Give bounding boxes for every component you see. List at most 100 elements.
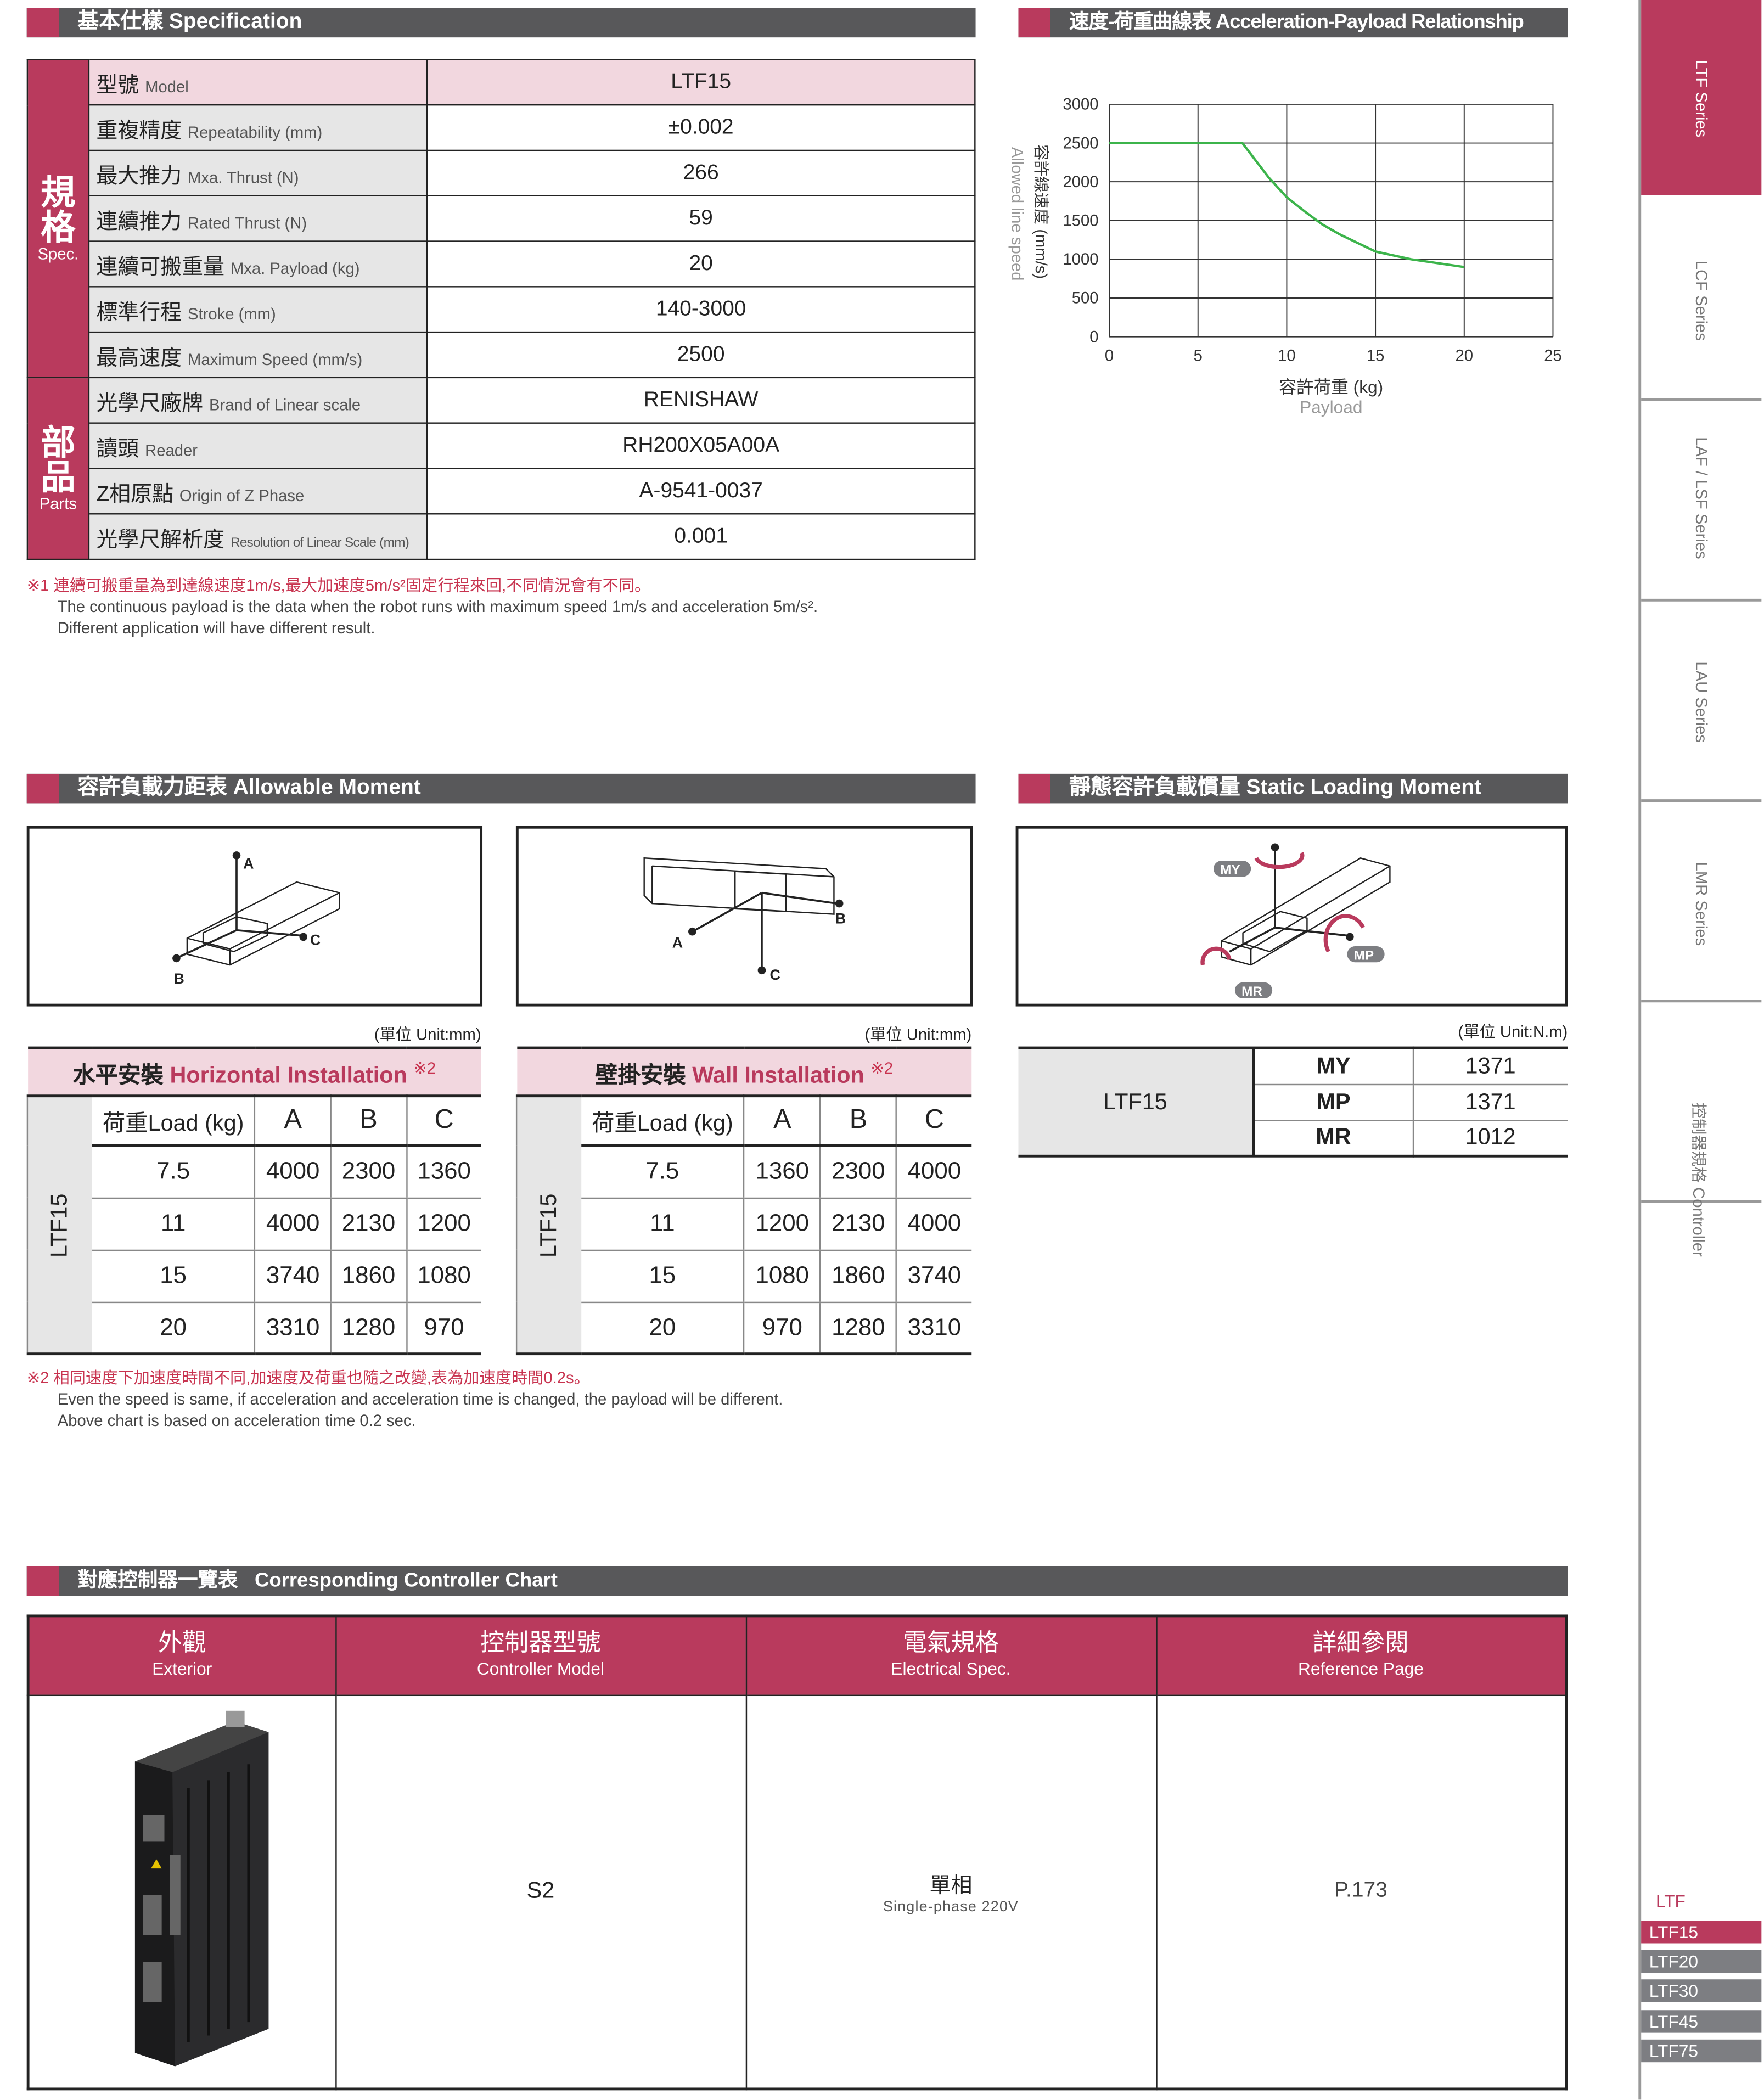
table-cell: 15 <box>92 1249 255 1302</box>
table-cell: 15 <box>581 1249 744 1302</box>
table-cell: 20 <box>581 1301 744 1356</box>
model-tab[interactable]: LTF20 <box>1641 1950 1762 1973</box>
y-tick-label: 3000 <box>1063 96 1099 114</box>
table-cell: 2130 <box>330 1197 407 1250</box>
spec-value: RENISHAW <box>426 377 976 424</box>
spec-row: 最高速度 Maximum Speed (mm/s) 2500 <box>27 331 976 379</box>
spec-label: Z相原點 Origin of Z Phase <box>88 468 428 515</box>
spec-table: 規格 Spec. 型號 Model LTF15 重複精度 Repeatability (… <box>26 59 976 560</box>
table-cell: 1080 <box>406 1249 481 1302</box>
controller-image-cell <box>27 1694 336 2090</box>
model-tab[interactable]: LTF30 <box>1641 1980 1762 2003</box>
model-cell: LTF15 <box>26 1096 92 1356</box>
mp-label: MP <box>1354 948 1374 963</box>
axis-b-label: B <box>174 970 184 987</box>
series-label: LTF <box>1655 1891 1686 1912</box>
table-cell: 3740 <box>254 1249 331 1302</box>
side-tab[interactable]: LAU Series <box>1641 602 1762 802</box>
moment-key: MR <box>1254 1120 1414 1157</box>
spec-row: 部品 Parts 光學尺廠牌 Brand of Linear scale RENISH… <box>26 377 976 560</box>
side-tab[interactable]: LMR Series <box>1641 802 1762 1003</box>
static-moment-table: LTF15 MY 1371 MP 1371 MR 1012 <box>1018 1046 1568 1158</box>
spec-row: Z相原點 Origin of Z Phase A-9541-0037 <box>27 468 976 515</box>
note2-zh: ※2 相同速度下加速度時間不同,加速度及荷重也隨之改變,表為加速度時間0.2s。 <box>26 1368 590 1388</box>
spec-value: ±0.002 <box>426 104 976 151</box>
side-tab[interactable]: LAF / LSF Series <box>1641 401 1762 602</box>
spec-row: 規格 Spec. 型號 Model LTF15 <box>26 59 976 379</box>
spec-value: LTF15 <box>426 59 976 106</box>
side-tab[interactable]: 控制器規格 Controller <box>1641 1002 1762 1257</box>
spec-label: 連續可搬重量 Mxa. Payload (kg) <box>88 240 428 288</box>
spec-row: 連續可搬重量 Mxa. Payload (kg) 20 <box>27 240 976 288</box>
column-header: 荷重Load (kg) <box>92 1096 255 1147</box>
table-row: 11 1200 2130 4000 <box>516 1197 972 1250</box>
my-label: MY <box>1220 862 1240 877</box>
horizontal-unit: (單位 Unit:mm) <box>374 1025 481 1044</box>
moment-value: 1371 <box>1412 1048 1568 1085</box>
moment-note: ※2 相同速度下加速度時間不同,加速度及荷重也隨之改變,表為加速度時間0.2s。… <box>27 1367 783 1431</box>
group-parts: 部品 Parts <box>26 377 90 560</box>
note1-zh: ※1 連續可搬重量為到達線速度1m/s,最大加速度5m/s²固定行程來回,不同情… <box>26 576 651 595</box>
note2-en1: Even the speed is same, if acceleration … <box>57 1390 783 1409</box>
static-row: LTF15 MY 1371 <box>1018 1048 1568 1157</box>
controller-column-header: 詳細參閱 Reference Page <box>1155 1615 1568 1695</box>
horizontal-installation-table: 水平安裝 Horizontal Installation ※2 LTF15 荷重Lo… <box>26 1046 481 1356</box>
table-cell: 4000 <box>254 1145 331 1198</box>
table-cell: 2300 <box>819 1145 897 1198</box>
table-cell: 1280 <box>819 1301 897 1356</box>
controller-table: 外觀 Exterior 控制器型號 Controller Model 電氣規格 Elect… <box>26 1614 1568 2091</box>
payload-speed-chart: 0 500 1000 1500 2000 2500 3000 0 5 10 15 20 25 容許荷重 (… <box>1008 96 1562 417</box>
side-tab[interactable]: LCF Series <box>1641 200 1762 401</box>
spec-value: A-9541-0037 <box>426 468 976 515</box>
column-header: 荷重Load (kg) <box>581 1096 744 1147</box>
x-tick-label: 0 <box>1105 347 1114 364</box>
spec-label: 光學尺廠牌 Brand of Linear scale <box>88 377 428 424</box>
moment-section-header: 容許負載力距表 Allowable Moment <box>26 773 976 804</box>
table-cell: 1860 <box>330 1249 407 1302</box>
y-tick-label: 2000 <box>1063 173 1099 191</box>
moment-value: 1012 <box>1412 1120 1568 1157</box>
x-axis-label-en: Payload <box>1300 397 1362 417</box>
table-row: 11 4000 2130 1200 <box>27 1197 481 1250</box>
table-row: 7.5 4000 2300 1360 <box>27 1145 481 1198</box>
group-spec: 規格 Spec. <box>26 59 90 379</box>
side-divider <box>1638 0 1642 2100</box>
spec-value: 140-3000 <box>426 286 976 333</box>
chart-section-header: 速度-荷重曲線表 Acceleration-Payload Relationsh… <box>1018 8 1568 38</box>
spec-label: 最高速度 Maximum Speed (mm/s) <box>88 331 428 379</box>
static-row: MP 1371 <box>1018 1083 1568 1121</box>
table-cell: 970 <box>406 1301 481 1356</box>
table-cell: 4000 <box>896 1197 972 1250</box>
x-tick-label: 10 <box>1278 347 1296 364</box>
spec-label: 光學尺解析度 Resolution of Linear Scale (mm) <box>88 513 428 560</box>
model-cell: LTF15 <box>515 1096 581 1356</box>
model-tab[interactable]: LTF45 <box>1641 2009 1762 2032</box>
spec-value: 266 <box>426 149 976 196</box>
table-cell: 4000 <box>254 1197 331 1250</box>
table-cell: 1280 <box>330 1301 407 1356</box>
x-tick-label: 15 <box>1367 347 1385 364</box>
table-cell: 3740 <box>896 1249 972 1302</box>
side-tab[interactable]: LTF Series <box>1641 0 1762 195</box>
series-line <box>1109 142 1465 268</box>
y-tick-label: 1500 <box>1063 212 1099 230</box>
axis-c-label: C <box>770 967 780 983</box>
axis-b-label: B <box>835 911 846 927</box>
spec-row: 最大推力 Mxa. Thrust (N) 266 <box>27 149 976 196</box>
mr-label: MR <box>1241 984 1262 999</box>
model-tab[interactable]: LTF75 <box>1641 2039 1762 2062</box>
spec-value: 2500 <box>426 331 976 379</box>
table-cell: 7.5 <box>581 1145 744 1198</box>
x-tick-label: 25 <box>1544 347 1562 364</box>
controller-image <box>135 1710 269 2066</box>
model-tab[interactable]: LTF15 <box>1641 1921 1762 1944</box>
table-cell: 1860 <box>819 1249 897 1302</box>
x-tick-label: 20 <box>1456 347 1474 364</box>
spec-label: 讀頭 Reader <box>88 422 428 469</box>
table-row: 20 970 1280 3310 <box>516 1301 972 1356</box>
table-title: 壁掛安裝 Wall Installation ※2 <box>516 1046 972 1098</box>
note2-en2: Above chart is based on acceleration tim… <box>57 1411 416 1430</box>
spec-row: 重複精度 Repeatability (mm) ±0.002 <box>27 104 976 151</box>
table-cell: 11 <box>581 1197 744 1250</box>
reference-page[interactable]: P.173 <box>1155 1694 1568 2090</box>
